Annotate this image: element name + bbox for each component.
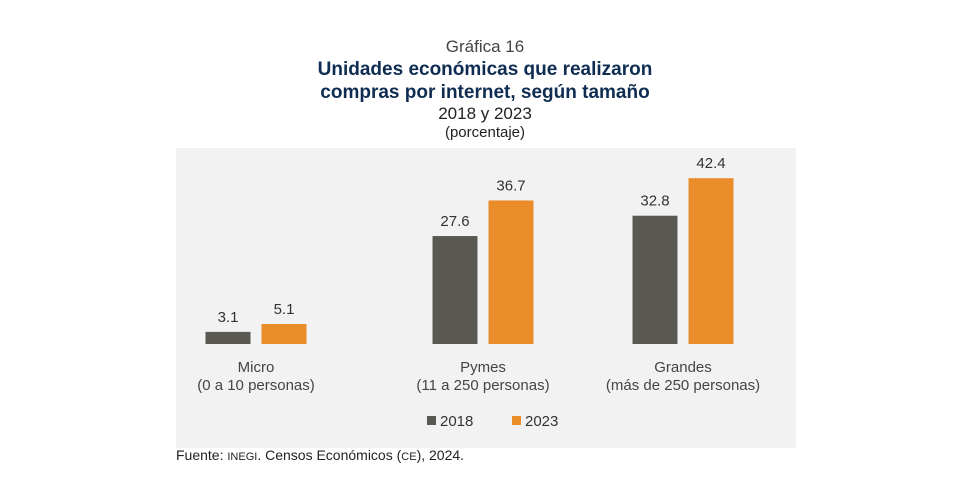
category-label-1-0: Pymes	[460, 359, 506, 376]
chart-panel: 3.1 5.1 Micro (0 a 10 personas) 27.6 36.7 Pyme…	[176, 148, 796, 448]
bar-2023-0	[261, 324, 307, 344]
bar-2018-0	[205, 331, 251, 344]
category-label-0-0: Micro	[238, 359, 275, 376]
source-org: INEGI	[227, 451, 258, 463]
chart-title-line-1: Unidades económicas que realizaron	[317, 59, 653, 80]
chart-subtitle: 2018 y 2023	[438, 104, 532, 123]
data-label-2018-2: 32.8	[640, 193, 669, 210]
source-text: . Censos Económicos (	[257, 447, 402, 463]
category-label-2-1: (más de 250 personas)	[606, 377, 760, 394]
bar-chart: 3.1 5.1 Micro(0 a 10 personas) 27.6 36.7 Pyme…	[197, 155, 760, 430]
category-label-0-1: (0 a 10 personas)	[197, 377, 315, 394]
source-suffix: ), 2024.	[416, 447, 465, 463]
data-label-2018-1: 27.6	[440, 213, 469, 230]
data-label-2018-0: 3.1	[218, 309, 239, 326]
chart-number: Gráfica 16	[445, 37, 525, 56]
data-label-2023-2: 42.4	[696, 155, 725, 172]
category-label-2-0: Grandes	[654, 359, 712, 376]
bar-2023-1	[488, 200, 534, 344]
source-prefix: Fuente:	[176, 447, 228, 463]
bar-2018-1	[432, 236, 478, 344]
bar-2023-2	[688, 178, 734, 344]
category-label-1-1: (11 a 250 personas)	[416, 377, 549, 394]
chart-unit: (porcentaje)	[444, 124, 526, 141]
data-label-2023-1: 36.7	[496, 177, 525, 194]
legend-swatch-2018	[427, 416, 436, 425]
legend-label-2023: 2023	[525, 413, 558, 430]
bar-2018-2	[632, 215, 678, 344]
data-label-2023-0: 5.1	[274, 301, 295, 318]
chart-header: Gráfica 16 Unidades económicas que reali…	[0, 36, 970, 142]
source-abbr: CE	[401, 451, 417, 463]
source-note: Fuente: INEGI. Censos Económicos (CE), 2…	[176, 447, 464, 463]
chart-title-line-2: compras por internet, según tamaño	[320, 82, 650, 103]
legend-label-2018: 2018	[440, 413, 473, 430]
legend-swatch-2023	[512, 416, 521, 425]
